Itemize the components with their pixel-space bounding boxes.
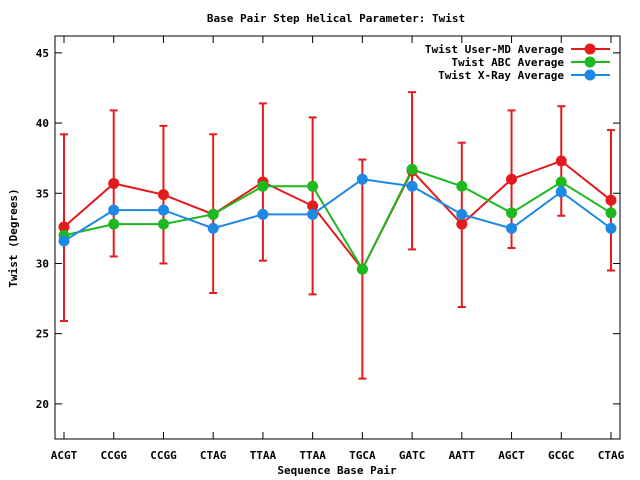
- data-point-s1-9: [506, 207, 518, 219]
- data-point-s0-0: [58, 221, 70, 233]
- series-line-1: [63, 168, 612, 272]
- legend-marker-1: [584, 56, 596, 68]
- data-point-s0-2: [157, 189, 169, 201]
- data-point-s1-7: [406, 163, 418, 175]
- y-tick-label: 40: [36, 117, 49, 130]
- x-axis-ticks: ACGT CCGG CCGG CTAG TTAA TTAA TGCA GATC AATT AGCT…: [51, 36, 625, 462]
- series-line-0: [63, 159, 612, 271]
- x-tick-label: AATT: [449, 449, 476, 462]
- data-point-s0-11: [605, 194, 617, 206]
- y-axis-ticks: 20 25 30 35 40 45: [36, 47, 620, 411]
- data-point-s2-6: [356, 173, 368, 185]
- y-tick-label: 45: [36, 47, 49, 60]
- error-bars: [60, 91, 615, 380]
- data-point-s1-4: [257, 180, 269, 192]
- y-tick-label: 35: [36, 187, 49, 200]
- x-tick-label: GCGC: [548, 449, 575, 462]
- series-line-2: [63, 178, 612, 242]
- x-tick-label: ACGT: [51, 449, 78, 462]
- x-tick-label: TTAA: [250, 449, 277, 462]
- series-lines: [63, 159, 612, 272]
- data-point-s1-2: [157, 218, 169, 230]
- x-axis-label: Sequence Base Pair: [277, 464, 397, 477]
- data-point-s0-8: [456, 218, 468, 230]
- data-point-s2-5: [307, 208, 319, 220]
- legend-marker-2: [584, 69, 596, 81]
- data-point-s2-8: [456, 208, 468, 220]
- data-point-s0-9: [506, 173, 518, 185]
- x-tick-label: GATC: [399, 449, 426, 462]
- data-point-s1-11: [605, 207, 617, 219]
- data-point-s1-5: [307, 180, 319, 192]
- x-tick-label: CCGG: [150, 449, 177, 462]
- data-point-s2-2: [157, 204, 169, 216]
- data-point-s2-7: [406, 180, 418, 192]
- x-tick-label: TGCA: [349, 449, 376, 462]
- x-tick-label: CTAG: [598, 449, 625, 462]
- legend-label-2: Twist X-Ray Average: [438, 69, 564, 82]
- plot-frame: [54, 35, 621, 440]
- chart-title: Base Pair Step Helical Parameter: Twist: [207, 12, 465, 25]
- data-point-s0-5: [307, 200, 319, 212]
- data-point-s0-10: [555, 155, 567, 167]
- x-tick-label: CCGG: [100, 449, 127, 462]
- x-tick-label: TTAA: [299, 449, 326, 462]
- y-tick-label: 30: [36, 257, 49, 270]
- data-point-s2-1: [108, 204, 120, 216]
- y-tick-label: 20: [36, 398, 49, 411]
- data-point-s1-1: [108, 218, 120, 230]
- data-point-s2-11: [605, 222, 617, 234]
- series-points: [58, 155, 617, 275]
- legend-label-1: Twist ABC Average: [451, 56, 564, 69]
- x-tick-label: CTAG: [200, 449, 227, 462]
- data-point-s2-4: [257, 208, 269, 220]
- data-point-s1-10: [555, 176, 567, 188]
- x-tick-label: AGCT: [498, 449, 525, 462]
- data-point-s1-8: [456, 180, 468, 192]
- y-axis-label: Twist (Degrees): [7, 188, 20, 287]
- data-point-s1-6: [356, 263, 368, 275]
- legend-label-0: Twist User-MD Average: [425, 43, 564, 56]
- data-point-s2-10: [555, 186, 567, 198]
- y-tick-label: 25: [36, 328, 49, 341]
- data-point-s2-3: [207, 222, 219, 234]
- data-point-s1-3: [207, 208, 219, 220]
- data-point-s2-0: [58, 235, 70, 247]
- legend-marker-0: [584, 43, 596, 55]
- data-point-s0-1: [108, 177, 120, 189]
- data-point-s2-9: [506, 222, 518, 234]
